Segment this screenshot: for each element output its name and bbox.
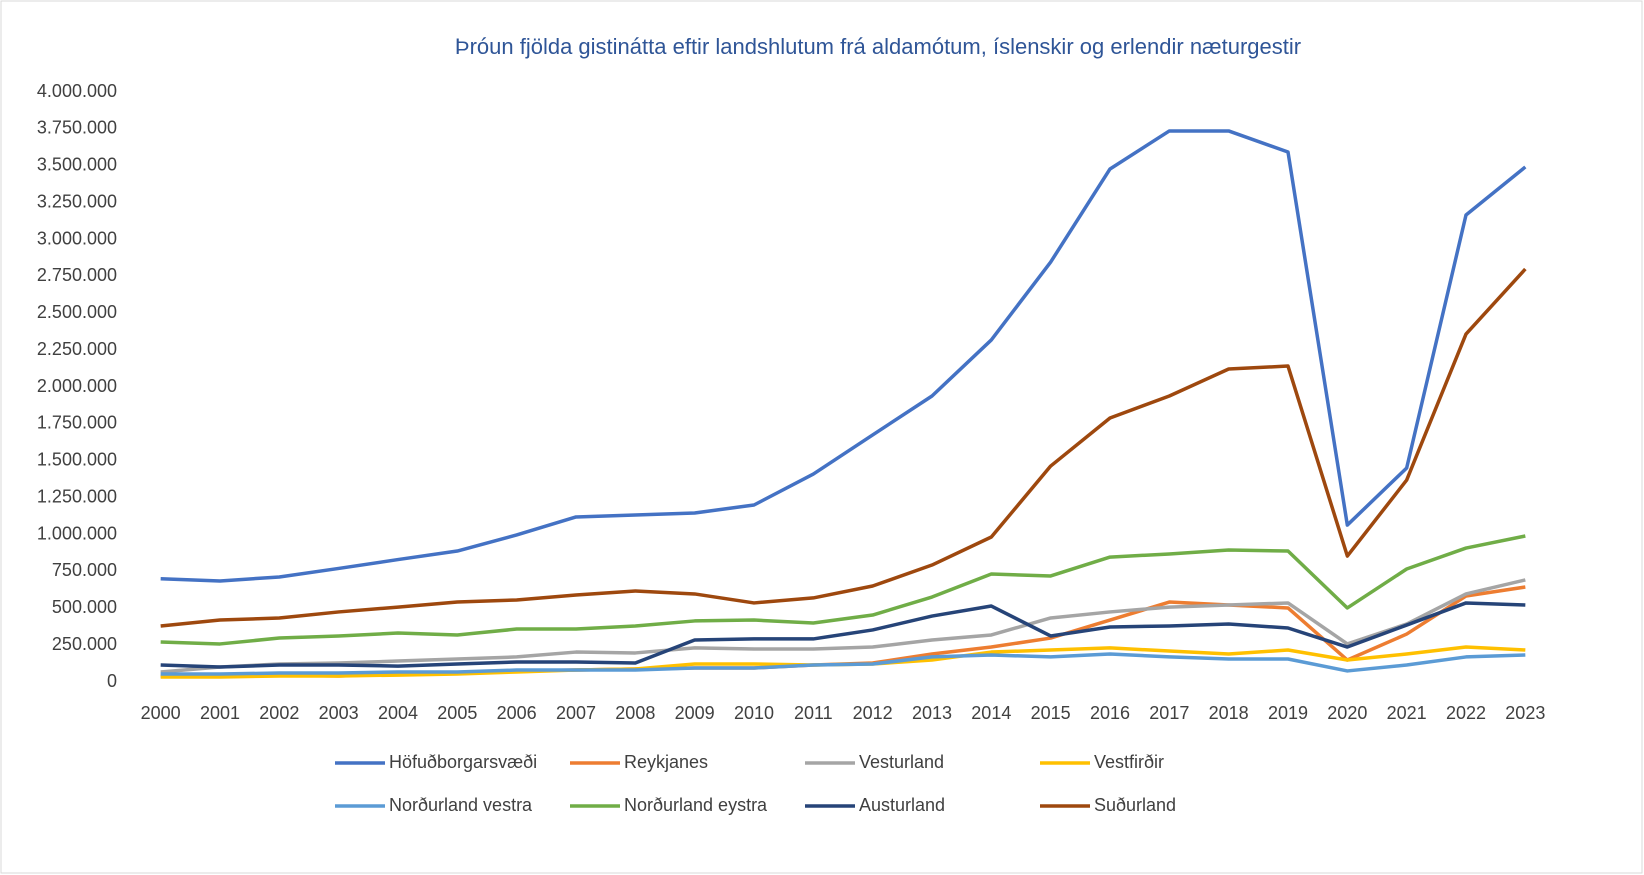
x-tick-label: 2006 <box>497 703 537 723</box>
y-tick-label: 500.000 <box>52 597 117 617</box>
legend-label: Norðurland vestra <box>389 795 533 815</box>
x-tick-label: 2010 <box>734 703 774 723</box>
y-tick-label: 2.500.000 <box>37 302 117 322</box>
x-tick-label: 2001 <box>200 703 240 723</box>
x-tick-label: 2018 <box>1209 703 1249 723</box>
y-tick-label: 1.000.000 <box>37 523 117 543</box>
y-tick-label: 1.500.000 <box>37 450 117 470</box>
x-tick-label: 2008 <box>615 703 655 723</box>
x-tick-label: 2023 <box>1505 703 1545 723</box>
series-line <box>160 578 1526 674</box>
y-tick-label: 2.000.000 <box>37 376 117 396</box>
legend-label: Reykjanes <box>624 752 708 772</box>
y-tick-label: 2.750.000 <box>37 265 117 285</box>
chart-title: Þróun fjölda gistinátta eftir landshlutu… <box>455 34 1301 59</box>
x-tick-label: 2005 <box>437 703 477 723</box>
x-tick-label: 2009 <box>675 703 715 723</box>
y-tick-label: 1.750.000 <box>37 413 117 433</box>
y-tick-label: 3.000.000 <box>37 228 117 248</box>
y-tick-label: 1.250.000 <box>37 486 117 506</box>
legend-label: Höfuðborgarsvæði <box>389 752 537 772</box>
x-tick-label: 2022 <box>1446 703 1486 723</box>
x-tick-label: 2020 <box>1327 703 1367 723</box>
x-tick-label: 2014 <box>971 703 1011 723</box>
x-tick-label: 2003 <box>319 703 359 723</box>
series-line <box>160 652 1526 676</box>
x-tick-label: 2021 <box>1387 703 1427 723</box>
y-tick-label: 250.000 <box>52 634 117 654</box>
series-line <box>160 601 1526 669</box>
x-tick-label: 2015 <box>1031 703 1071 723</box>
legend-label: Suðurland <box>1094 795 1176 815</box>
series-line <box>160 534 1526 646</box>
x-tick-label: 2004 <box>378 703 418 723</box>
x-tick-label: 2002 <box>259 703 299 723</box>
x-tick-label: 2016 <box>1090 703 1130 723</box>
y-tick-label: 750.000 <box>52 560 117 580</box>
x-tick-label: 2013 <box>912 703 952 723</box>
y-tick-label: 3.750.000 <box>37 118 117 138</box>
y-tick-label: 3.500.000 <box>37 155 117 175</box>
legend-label: Norðurland eystra <box>624 795 768 815</box>
legend-label: Vesturland <box>859 752 944 772</box>
x-tick-label: 2019 <box>1268 703 1308 723</box>
y-tick-label: 4.000.000 <box>37 81 117 101</box>
legend-label: Austurland <box>859 795 945 815</box>
y-tick-label: 3.250.000 <box>37 191 117 211</box>
y-tick-label: 0 <box>107 671 117 691</box>
y-tick-label: 2.250.000 <box>37 339 117 359</box>
legend-label: Vestfirðir <box>1094 752 1164 772</box>
x-tick-label: 2011 <box>794 703 833 723</box>
x-tick-label: 2012 <box>853 703 893 723</box>
series-line <box>160 129 1527 583</box>
series-line <box>160 267 1527 628</box>
x-tick-label: 2017 <box>1149 703 1189 723</box>
x-tick-label: 2000 <box>141 703 181 723</box>
x-tick-label: 2007 <box>556 703 596 723</box>
